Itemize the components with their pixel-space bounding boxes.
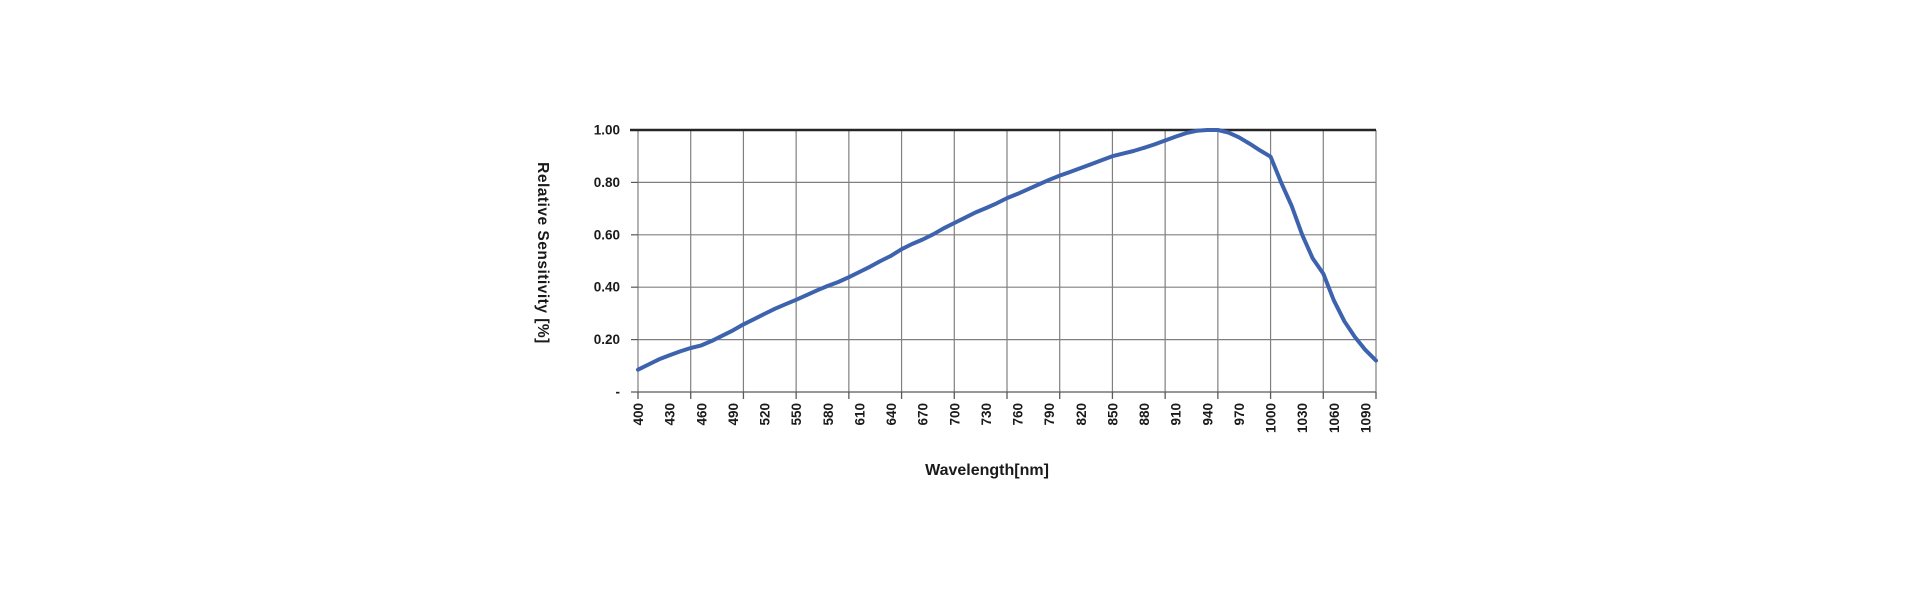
x-tick-label: 940 <box>1200 403 1215 426</box>
x-tick-label: 520 <box>758 403 773 426</box>
x-tick-label: 1000 <box>1264 403 1279 433</box>
x-tick-label: 910 <box>1169 403 1184 426</box>
y-tick-label: 0.40 <box>594 280 620 295</box>
x-tick-label: 1060 <box>1327 403 1342 433</box>
x-tick-label: 670 <box>916 403 931 426</box>
y-tick-label: 1.00 <box>594 123 620 138</box>
y-tick-label: - <box>616 385 621 400</box>
x-tick-label: 820 <box>1074 403 1089 426</box>
y-tick-label: 0.80 <box>594 175 620 190</box>
x-tick-label: 580 <box>821 403 836 426</box>
y-tick-label: 0.60 <box>594 227 620 242</box>
x-tick-label: 730 <box>979 403 994 426</box>
x-tick-label: 1090 <box>1358 403 1373 433</box>
x-tick-label: 970 <box>1232 403 1247 426</box>
y-axis-title: Relative Sensitivity [%] <box>534 162 551 344</box>
x-tick-label: 460 <box>694 403 709 426</box>
x-tick-label: 700 <box>947 403 962 426</box>
x-tick-label: 490 <box>726 403 741 426</box>
x-tick-label: 880 <box>1137 403 1152 426</box>
sensitivity-curve <box>636 128 1378 372</box>
x-tick-label: 400 <box>631 403 646 426</box>
x-tick-label: 760 <box>1011 403 1026 426</box>
y-tick-label: 0.20 <box>594 332 620 347</box>
x-axis-title: Wavelength[nm] <box>925 462 1049 479</box>
x-tick-label: 790 <box>1042 403 1057 426</box>
x-tick-label: 550 <box>789 403 804 426</box>
x-tick-label: 1030 <box>1295 403 1310 433</box>
x-tick-label: 640 <box>884 403 899 426</box>
x-tick-label: 850 <box>1105 403 1120 426</box>
x-tick-label: 430 <box>663 403 678 426</box>
x-tick-label: 610 <box>852 403 867 426</box>
